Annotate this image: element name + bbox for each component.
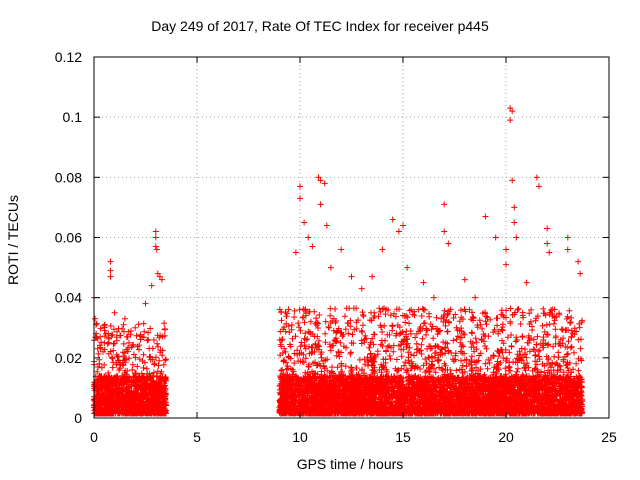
roti-point	[111, 309, 118, 316]
roti-point	[321, 180, 328, 187]
grid-lines	[94, 57, 609, 418]
roti-point	[292, 249, 299, 256]
roti-point	[152, 228, 159, 235]
roti-point	[513, 234, 520, 241]
roti-point	[389, 216, 396, 223]
roti-point	[472, 294, 479, 301]
roti-point	[297, 183, 303, 190]
roti-point	[107, 267, 114, 274]
roti-point	[92, 315, 99, 322]
x-axis-label: GPS time / hours	[296, 456, 404, 472]
roti-point	[564, 234, 571, 241]
roti-point	[358, 285, 365, 292]
y-tick-label: 0.1	[63, 109, 83, 125]
roti-point	[148, 282, 155, 289]
roti-point	[523, 279, 530, 286]
chart-title: Day 249 of 2017, Rate Of TEC Index for r…	[151, 18, 489, 34]
x-tick-label: 25	[601, 429, 617, 445]
y-tick-label: 0.12	[55, 49, 82, 65]
roti-point	[544, 240, 551, 247]
axes	[93, 56, 610, 419]
roti-point	[315, 174, 322, 181]
roti-point	[282, 348, 289, 355]
roti-point	[404, 264, 411, 271]
roti-point	[101, 339, 108, 346]
roti-point	[509, 177, 516, 184]
y-axis-label: ROTI / TECUs	[5, 195, 21, 285]
roti-point	[317, 201, 324, 208]
roti-point	[297, 195, 303, 202]
roti-point	[152, 234, 159, 241]
roti-point	[158, 276, 165, 283]
roti-point	[369, 273, 376, 280]
data-points	[91, 105, 586, 417]
plot-frame	[93, 56, 610, 419]
roti-point	[546, 249, 553, 256]
roti-point	[511, 204, 518, 211]
roti-point	[511, 219, 518, 226]
roti-point-cloud	[91, 305, 586, 417]
roti-point	[507, 117, 514, 124]
roti-point	[492, 234, 499, 241]
roti-point	[430, 294, 437, 301]
roti-point	[154, 270, 161, 277]
x-tick-label: 0	[90, 429, 98, 445]
x-tick-label: 15	[395, 429, 411, 445]
roti-point	[400, 222, 406, 229]
roti-point	[107, 258, 114, 265]
roti-point	[305, 234, 312, 241]
roti-point	[152, 243, 159, 250]
roti-point	[156, 273, 163, 280]
roti-point	[535, 183, 542, 190]
tick-labels: 0 5 10 15 20 25 0 0.02 0.04 0.06 0.08 0.1 0.12	[55, 49, 617, 445]
roti-point	[142, 300, 149, 307]
roti-point	[533, 174, 540, 181]
y-tick-label: 0.02	[55, 350, 82, 366]
roti-point	[482, 213, 489, 220]
roti-point	[309, 243, 316, 250]
roti-point	[509, 108, 516, 115]
roti-point	[441, 228, 448, 235]
x-tick-label: 5	[193, 429, 201, 445]
roti-point	[577, 270, 584, 277]
roti-point	[121, 315, 128, 322]
x-tick-label: 10	[292, 429, 308, 445]
roti-point	[420, 279, 427, 286]
roti-point	[441, 201, 448, 208]
roti-point	[379, 246, 386, 253]
roti-point	[461, 276, 468, 283]
y-tick-label: 0.06	[55, 230, 82, 246]
roti-point	[97, 333, 104, 340]
roti-point	[107, 273, 114, 280]
y-tick-label: 0.04	[55, 290, 82, 306]
roti-point	[338, 246, 345, 253]
roti-point	[503, 261, 509, 268]
roti-point	[348, 273, 355, 280]
roti-point	[445, 240, 452, 247]
roti-point	[327, 264, 334, 271]
roti-point	[395, 228, 402, 235]
roti-point	[503, 246, 509, 253]
roti-point	[575, 258, 582, 265]
roti-point	[564, 246, 571, 253]
roti-point	[507, 105, 514, 112]
y-tick-label: 0	[74, 410, 82, 426]
x-tick-label: 20	[498, 429, 514, 445]
roti-point	[317, 177, 324, 184]
roti-point	[132, 324, 139, 331]
roti-point	[544, 225, 551, 232]
roti-point	[301, 219, 308, 226]
roti-point	[153, 246, 160, 253]
roti-point	[323, 222, 330, 229]
y-tick-label: 0.08	[55, 169, 82, 185]
